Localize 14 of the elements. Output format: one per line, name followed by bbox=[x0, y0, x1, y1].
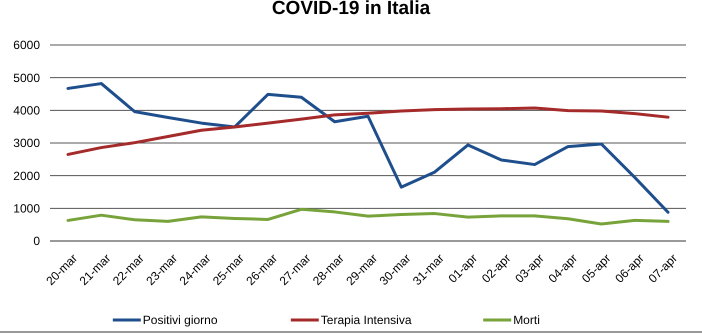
chart-title: COVID-19 in Italia bbox=[272, 0, 431, 19]
y-tick-label: 6000 bbox=[13, 38, 40, 52]
legend-label: Positivi giorno bbox=[142, 313, 218, 328]
legend-label: Terapia Intensiva bbox=[320, 313, 412, 328]
y-tick-label: 2000 bbox=[13, 168, 40, 183]
y-tick-label: 0 bbox=[33, 234, 40, 248]
y-tick-label: 3000 bbox=[13, 136, 40, 150]
y-tick-label: 1000 bbox=[13, 202, 40, 216]
y-tick-label: 5000 bbox=[13, 70, 40, 85]
line-series bbox=[66, 208, 670, 226]
line-series bbox=[66, 106, 670, 156]
line-series bbox=[66, 82, 670, 214]
legend-label: Morti bbox=[513, 313, 540, 328]
y-tick-label: 4000 bbox=[13, 104, 40, 118]
